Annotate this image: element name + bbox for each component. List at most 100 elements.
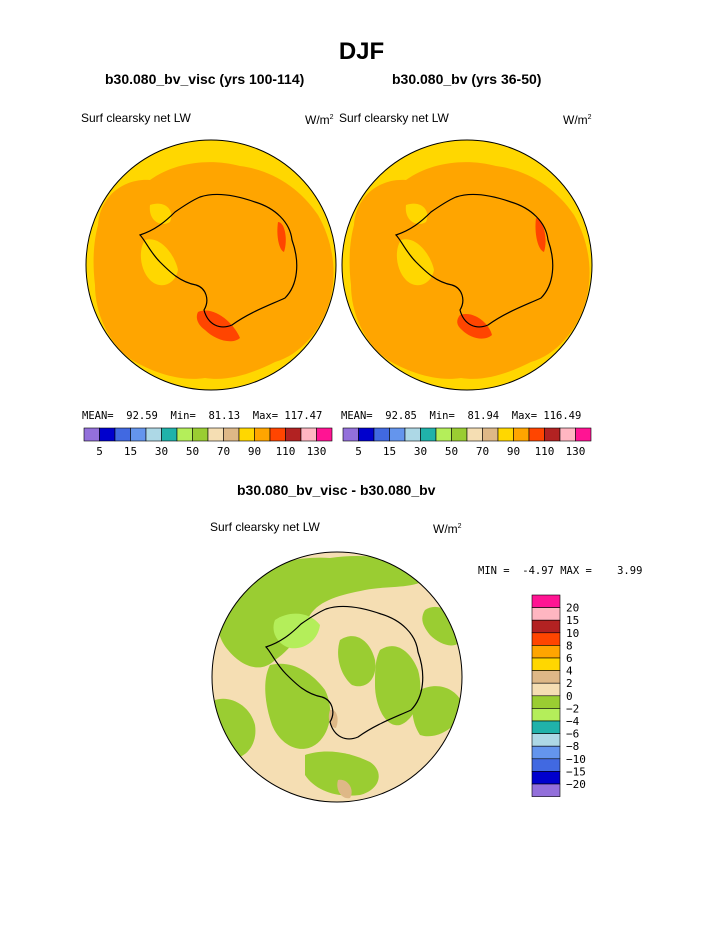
colorbar-box bbox=[207, 427, 224, 442]
colorbar-box bbox=[342, 427, 359, 442]
colorbar-tick-label: 30 bbox=[155, 445, 168, 458]
colorbar-tick-label: 70 bbox=[217, 445, 230, 458]
map-diff-green-region-6 bbox=[412, 686, 462, 737]
panel-left-title: b30.080_bv_visc (yrs 100-114) bbox=[105, 71, 305, 87]
colorbar-tick-label: 15 bbox=[383, 445, 396, 458]
colorbar-box bbox=[482, 427, 499, 442]
right-field-label: Surf clearsky net LW bbox=[339, 111, 449, 125]
colorbar-tick-label: 130 bbox=[566, 445, 586, 458]
colorbar-right: 5 15 30 50 70 90 110 130 bbox=[342, 427, 592, 458]
colorbar-box bbox=[531, 733, 561, 747]
colorbar-box bbox=[192, 427, 209, 442]
colorbar-box bbox=[497, 427, 514, 442]
map-diff-green-region-3 bbox=[338, 636, 376, 687]
colorbar-tick-label: −2 bbox=[566, 702, 579, 715]
map-left-border bbox=[85, 139, 337, 391]
colorbar-box bbox=[404, 427, 421, 442]
colorbar-tick-label: −8 bbox=[566, 740, 579, 753]
diff-stats: MIN = -4.97 MAX = 3.99 bbox=[478, 565, 643, 577]
colorbar-tick-label: −6 bbox=[566, 728, 579, 741]
map-diff bbox=[211, 551, 463, 803]
left-field-label: Surf clearsky net LW bbox=[81, 111, 191, 125]
colorbar-box bbox=[531, 745, 561, 760]
colorbar-box bbox=[531, 619, 561, 634]
map-diff-green-region-2 bbox=[265, 663, 331, 749]
map-diff-coastline bbox=[264, 605, 424, 740]
right-stats: MEAN= 92.85 Min= 81.94 Max= 116.49 bbox=[341, 410, 582, 422]
diff-title: b30.080_bv_visc - b30.080_bv bbox=[237, 482, 436, 498]
colorbar-box bbox=[531, 708, 561, 722]
colorbar-box bbox=[531, 670, 561, 684]
colorbar-box bbox=[528, 427, 545, 442]
map-diff-tan-patch-2 bbox=[337, 779, 352, 799]
map-diff-green-region-4 bbox=[375, 646, 421, 726]
colorbar-box bbox=[531, 758, 561, 772]
colorbar-box bbox=[223, 427, 240, 442]
colorbar-box bbox=[531, 771, 561, 785]
map-left-coastline bbox=[138, 193, 298, 328]
colorbar-box bbox=[145, 427, 162, 442]
colorbar-box bbox=[531, 657, 561, 671]
colorbar-box bbox=[531, 607, 561, 621]
colorbar-tick-label: 8 bbox=[566, 639, 573, 652]
map-diff-green-region-8 bbox=[305, 751, 379, 796]
colorbar-box bbox=[575, 427, 592, 442]
colorbar-box bbox=[373, 427, 390, 442]
colorbar-tick-label: 90 bbox=[248, 445, 261, 458]
map-left bbox=[85, 139, 337, 391]
colorbar-tick-label: 15 bbox=[124, 445, 137, 458]
map-diff-lightgreen-region-1 bbox=[273, 613, 320, 649]
colorbar-tick-label: 20 bbox=[566, 602, 579, 615]
colorbar-box bbox=[513, 427, 530, 442]
diff-field-label: Surf clearsky net LW bbox=[210, 520, 320, 534]
colorbar-box bbox=[531, 682, 561, 697]
colorbar-box bbox=[531, 720, 561, 734]
colorbar-box bbox=[254, 427, 271, 442]
page-title: DJF bbox=[338, 38, 385, 65]
colorbar-box bbox=[420, 427, 437, 442]
colorbar-tick-label: 15 bbox=[566, 614, 579, 627]
colorbar-tick-label: 130 bbox=[307, 445, 327, 458]
colorbar-tick-label: −4 bbox=[566, 715, 580, 728]
colorbar-box bbox=[269, 427, 286, 442]
right-units-label: W/m2 bbox=[563, 113, 592, 127]
colorbar-left: 5 15 30 50 70 90 110 130 bbox=[83, 427, 333, 458]
colorbar-tick-label: 50 bbox=[186, 445, 199, 458]
colorbar-box bbox=[358, 427, 375, 442]
colorbar-tick-label: 50 bbox=[445, 445, 458, 458]
colorbar-tick-label: −10 bbox=[566, 753, 586, 766]
diff-units-label: W/m2 bbox=[433, 522, 462, 536]
colorbar-box bbox=[300, 427, 317, 442]
map-right bbox=[341, 139, 593, 391]
colorbar-box bbox=[544, 427, 561, 442]
colorbar-tick-label: 10 bbox=[566, 627, 579, 640]
colorbar-box bbox=[531, 645, 561, 659]
colorbar-box bbox=[130, 427, 147, 442]
colorbar-box bbox=[238, 427, 255, 442]
colorbar-box bbox=[559, 427, 576, 442]
colorbar-box bbox=[114, 427, 131, 442]
colorbar-box bbox=[435, 427, 452, 442]
colorbar-tick-label: −20 bbox=[566, 778, 586, 791]
colorbar-box bbox=[389, 427, 406, 442]
colorbar-box bbox=[99, 427, 116, 442]
colorbar-box bbox=[161, 427, 178, 442]
map-left-red-patch-2 bbox=[277, 222, 286, 252]
colorbar-box bbox=[176, 427, 193, 442]
map-diff-border bbox=[211, 551, 463, 803]
colorbar-box bbox=[316, 427, 333, 442]
colorbar-box bbox=[285, 427, 302, 442]
colorbar-box bbox=[466, 427, 483, 442]
colorbar-box bbox=[451, 427, 468, 442]
map-diff-green-region-1 bbox=[217, 555, 430, 668]
colorbar-tick-label: −15 bbox=[566, 765, 586, 778]
colorbar-tick-label: 110 bbox=[276, 445, 296, 458]
panel-right-title: b30.080_bv (yrs 36-50) bbox=[392, 71, 542, 87]
colorbar-box bbox=[531, 783, 561, 797]
colorbar-tick-label: 70 bbox=[476, 445, 489, 458]
left-stats: MEAN= 92.59 Min= 81.13 Max= 117.47 bbox=[82, 410, 323, 422]
colorbar-tick-label: 5 bbox=[355, 445, 362, 458]
map-right-red-patch-2 bbox=[535, 218, 546, 252]
